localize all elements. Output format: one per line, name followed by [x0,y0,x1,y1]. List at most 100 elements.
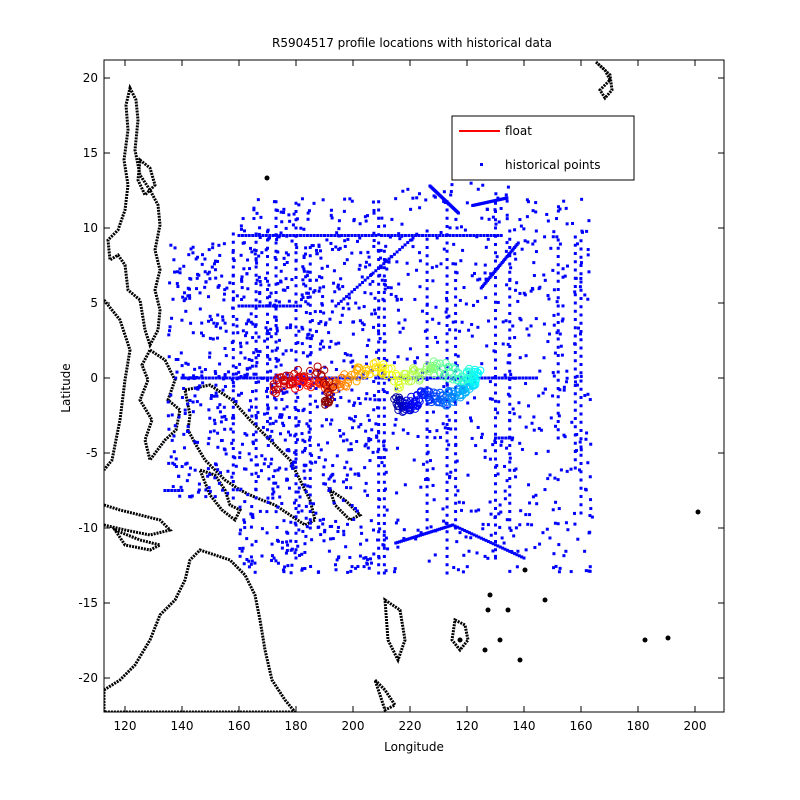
historical-point [203,368,207,372]
historical-point [487,376,491,380]
coastline [594,60,614,101]
historical-point [319,256,323,260]
historical-point [278,432,282,436]
historical-point [308,278,312,282]
float-profile-point [418,370,427,379]
historical-point [503,373,507,377]
historical-point [209,318,213,322]
historical-point [329,234,333,237]
historical-point [454,452,458,456]
historical-point [266,246,269,250]
historical-point [520,447,524,451]
y-tick-label: 20 [83,71,98,85]
historical-point [448,474,452,478]
historical-point [506,342,510,346]
historical-point [415,534,419,538]
historical-point [424,531,428,535]
historical-point [260,454,264,458]
historical-point [454,427,458,431]
historical-point [317,525,321,529]
historical-point [266,395,269,399]
historical-point [566,528,570,532]
historical-point [217,284,221,288]
historical-point [221,388,225,392]
historical-point [276,485,280,489]
historical-point [477,508,481,512]
historical-point [507,353,511,357]
historical-point [377,423,381,426]
float-profile-point [288,380,297,389]
historical-point [377,556,381,560]
historical-point [579,371,583,375]
historical-point [469,536,473,540]
historical-point [273,304,277,308]
historical-point [579,288,583,292]
historical-point [239,253,243,257]
historical-point [488,397,492,401]
historical-point [538,542,542,546]
historical-point [556,304,560,308]
historical-point [534,493,538,497]
x-tick-label: 160 [570,719,593,733]
historical-point [530,523,534,527]
historical-point [377,376,381,380]
historical-point [578,285,582,289]
historical-point [219,420,223,424]
historical-point [417,534,421,538]
historical-point [504,249,508,253]
historical-point [407,234,411,237]
historical-point [330,216,334,220]
historical-point [472,271,476,275]
historical-point [505,518,509,522]
historical-point [546,477,550,481]
historical-point [296,409,300,413]
historical-point [248,399,252,403]
historical-point [546,294,550,298]
float-profile-point [331,385,340,394]
historical-point [515,565,519,569]
historical-point [494,543,497,547]
historical-point [350,234,354,237]
historical-point [295,246,299,250]
historical-point [503,497,507,501]
historical-point [377,381,381,385]
historical-point [377,208,381,212]
historical-point [525,327,529,331]
historical-point [445,472,449,476]
historical-point [238,546,242,550]
historical-point [371,271,375,275]
float-profile-point [314,378,323,387]
historical-point [266,255,269,258]
historical-point [350,565,354,569]
historical-point [384,283,388,287]
historical-point [377,299,381,303]
historical-point [490,397,494,401]
historical-point [334,519,338,523]
historical-point [281,288,285,292]
historical-point [178,494,182,498]
historical-point [301,438,305,442]
historical-point [291,462,295,466]
historical-point [167,333,171,337]
historical-point [386,234,390,237]
historical-point [320,276,324,280]
historical-point [348,416,352,420]
historical-point [346,234,350,237]
historical-point [297,329,301,333]
historical-point [531,495,535,499]
historical-point [191,251,195,255]
historical-point [494,222,498,226]
historical-point [500,536,504,540]
historical-point [270,429,274,433]
historical-point [494,432,497,436]
historical-point [494,350,497,354]
historical-point [431,317,435,321]
island-dot [522,567,528,573]
historical-point [326,234,330,237]
historical-point [283,438,287,442]
historical-point [491,443,495,447]
historical-point [556,279,560,283]
historical-point [494,226,497,230]
historical-point [270,349,274,353]
historical-point [542,322,546,326]
